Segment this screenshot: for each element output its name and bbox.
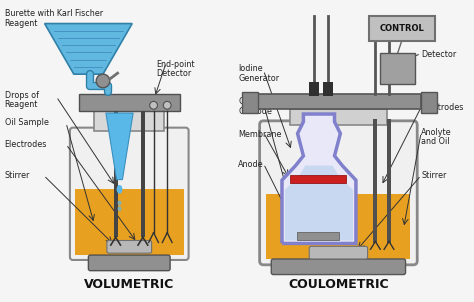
FancyBboxPatch shape [369, 16, 435, 41]
Text: Iodine: Iodine [238, 64, 263, 73]
Text: Electrodes: Electrodes [421, 103, 464, 112]
Bar [79, 94, 180, 111]
PathPatch shape [282, 114, 356, 243]
Bar [323, 82, 333, 95]
Bar [387, 119, 391, 243]
PathPatch shape [285, 165, 353, 240]
Text: Stirrer: Stirrer [5, 172, 30, 180]
Text: Burette with Karl Fischer: Burette with Karl Fischer [5, 9, 103, 18]
Ellipse shape [164, 101, 171, 109]
Bar [255, 94, 421, 109]
Text: Catholyte: Catholyte [238, 98, 277, 107]
FancyBboxPatch shape [70, 128, 189, 260]
Text: VOLUMETRIC: VOLUMETRIC [84, 278, 174, 291]
Text: Cathode: Cathode [238, 107, 272, 116]
Text: Anolyte: Anolyte [421, 128, 452, 137]
FancyBboxPatch shape [260, 121, 417, 265]
Bar [141, 111, 145, 237]
Text: Detector: Detector [156, 69, 192, 78]
Text: and Oil: and Oil [421, 137, 450, 146]
Ellipse shape [150, 101, 157, 109]
Bar [290, 175, 346, 183]
Ellipse shape [117, 185, 122, 194]
Bar [114, 111, 118, 237]
Ellipse shape [118, 206, 121, 211]
Bar [421, 92, 437, 113]
Ellipse shape [118, 201, 121, 205]
FancyBboxPatch shape [309, 246, 368, 259]
FancyBboxPatch shape [107, 240, 152, 253]
Bar [374, 119, 377, 243]
FancyBboxPatch shape [380, 53, 415, 84]
Text: Electrodes: Electrodes [5, 140, 47, 149]
Text: Generator: Generator [238, 74, 279, 83]
Polygon shape [106, 113, 133, 180]
Bar [297, 232, 339, 239]
Text: CONTROL: CONTROL [379, 24, 424, 33]
Text: COULOMETRIC: COULOMETRIC [288, 278, 389, 291]
Text: Stirrer: Stirrer [421, 172, 447, 180]
FancyBboxPatch shape [271, 259, 406, 275]
Polygon shape [45, 24, 132, 74]
Bar [266, 194, 410, 259]
Text: Anode: Anode [238, 160, 264, 169]
Bar [242, 92, 258, 113]
Text: Membrane: Membrane [238, 130, 282, 139]
Text: Oil Sample: Oil Sample [5, 118, 49, 127]
Text: Reagent: Reagent [5, 100, 38, 109]
Text: Detector: Detector [421, 50, 456, 59]
Text: End-point: End-point [156, 59, 195, 69]
Circle shape [96, 74, 110, 88]
Bar [290, 109, 387, 125]
FancyBboxPatch shape [88, 255, 170, 271]
Bar [94, 111, 164, 130]
Bar [75, 189, 184, 255]
Text: Reagent: Reagent [5, 19, 38, 28]
Bar [309, 82, 319, 95]
Text: Drops of: Drops of [5, 91, 39, 100]
